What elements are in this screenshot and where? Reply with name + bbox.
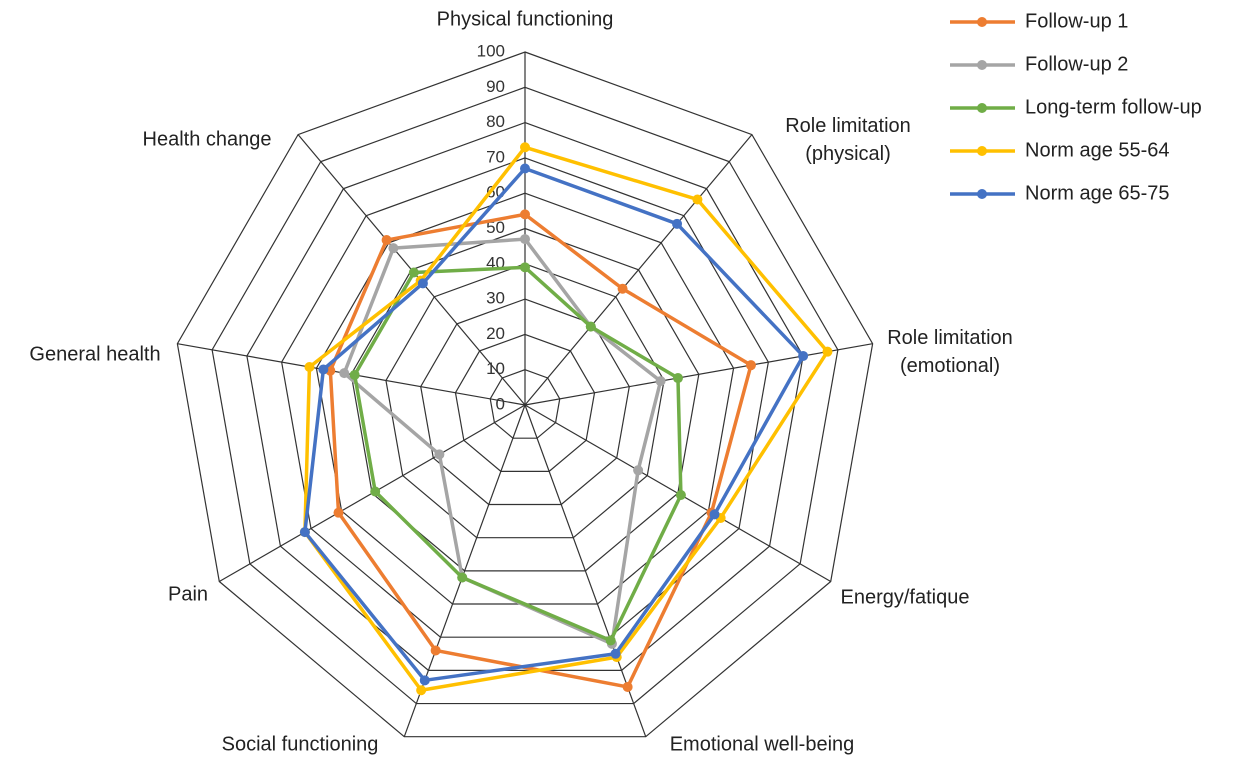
category-label: Emotional well-being [670, 733, 855, 755]
grid-ring [176, 51, 874, 738]
series-line [328, 212, 753, 689]
r-tick-label: 100 [477, 41, 505, 60]
legend-marker [977, 103, 987, 113]
data-point [692, 194, 703, 205]
r-tick-label: 0 [496, 394, 505, 413]
data-point [520, 163, 530, 174]
grid-ring [420, 298, 630, 506]
grid-ring [385, 263, 665, 539]
grid-ring [246, 121, 804, 671]
grid-ring [350, 227, 700, 572]
legend-marker [977, 189, 987, 199]
category-label-line: Role limitation [785, 115, 911, 137]
category-label: Role limitation (physical) [785, 115, 911, 165]
data-point [672, 373, 683, 384]
data-point [349, 369, 360, 380]
spoke [524, 134, 753, 406]
legend-marker [977, 17, 987, 27]
data-point [381, 235, 392, 246]
data-point [798, 350, 809, 361]
r-tick-label: 90 [486, 77, 505, 96]
r-tick-label: 50 [486, 218, 505, 237]
data-point [416, 685, 427, 696]
legend-marker [977, 60, 987, 70]
data-point [318, 364, 329, 375]
r-tick-label: 70 [486, 147, 505, 166]
grid-ring [489, 369, 561, 439]
spoke [524, 404, 647, 737]
category-label-line: Role limitation [887, 327, 1013, 349]
r-tick-label: 30 [486, 289, 505, 308]
data-point [388, 243, 399, 254]
data-point [419, 675, 430, 686]
category-label: Health change [143, 128, 272, 150]
category-label: Pain [168, 583, 208, 605]
series-line [352, 265, 683, 643]
data-point [370, 486, 381, 497]
data-point [299, 527, 310, 538]
grid-ring [211, 86, 839, 705]
data-point [304, 361, 315, 372]
data-point [617, 283, 628, 294]
category-label: Role limitation (emotional) [887, 327, 1013, 377]
category-label: Physical functioning [437, 8, 614, 30]
r-tick-label: 20 [486, 324, 505, 343]
data-point [745, 360, 756, 371]
data-point [520, 234, 530, 245]
data-point [672, 218, 683, 229]
data-point [434, 449, 445, 460]
data-point [610, 648, 621, 659]
data-point [520, 209, 530, 220]
series-line [303, 166, 805, 683]
data-point [822, 346, 833, 357]
category-label: Energy/fatique [841, 586, 970, 608]
r-tick-label: 10 [486, 359, 505, 378]
data-point [417, 278, 428, 289]
legend-label: Follow-up 2 [1025, 53, 1128, 75]
data-point [709, 509, 720, 520]
data-point [655, 376, 666, 387]
data-point [675, 490, 686, 501]
data-point [457, 572, 468, 583]
data-point [585, 321, 596, 332]
legend-label: Norm age 55-64 [1025, 139, 1170, 161]
spoke [524, 343, 873, 406]
category-label-line: (emotional) [900, 355, 1000, 377]
data-point [520, 262, 530, 273]
data-point [633, 465, 644, 476]
legend-marker [977, 146, 987, 156]
legend-label: Norm age 65-75 [1025, 182, 1170, 204]
data-point [408, 267, 419, 278]
category-label: General health [29, 343, 160, 365]
grid-ring [454, 333, 596, 472]
data-point [339, 368, 350, 379]
data-point [520, 142, 530, 153]
series-line [303, 145, 830, 693]
data-point [605, 635, 616, 646]
category-label-line: (physical) [805, 143, 891, 165]
grid-ring [281, 157, 769, 638]
legend-label: Follow-up 1 [1025, 10, 1128, 32]
data-point [333, 507, 344, 518]
r-tick-label: 80 [486, 112, 505, 131]
legend-label: Long-term follow-up [1025, 96, 1202, 118]
data-point [622, 681, 633, 692]
data-point [430, 645, 441, 656]
category-label: Social functioning [222, 733, 379, 755]
